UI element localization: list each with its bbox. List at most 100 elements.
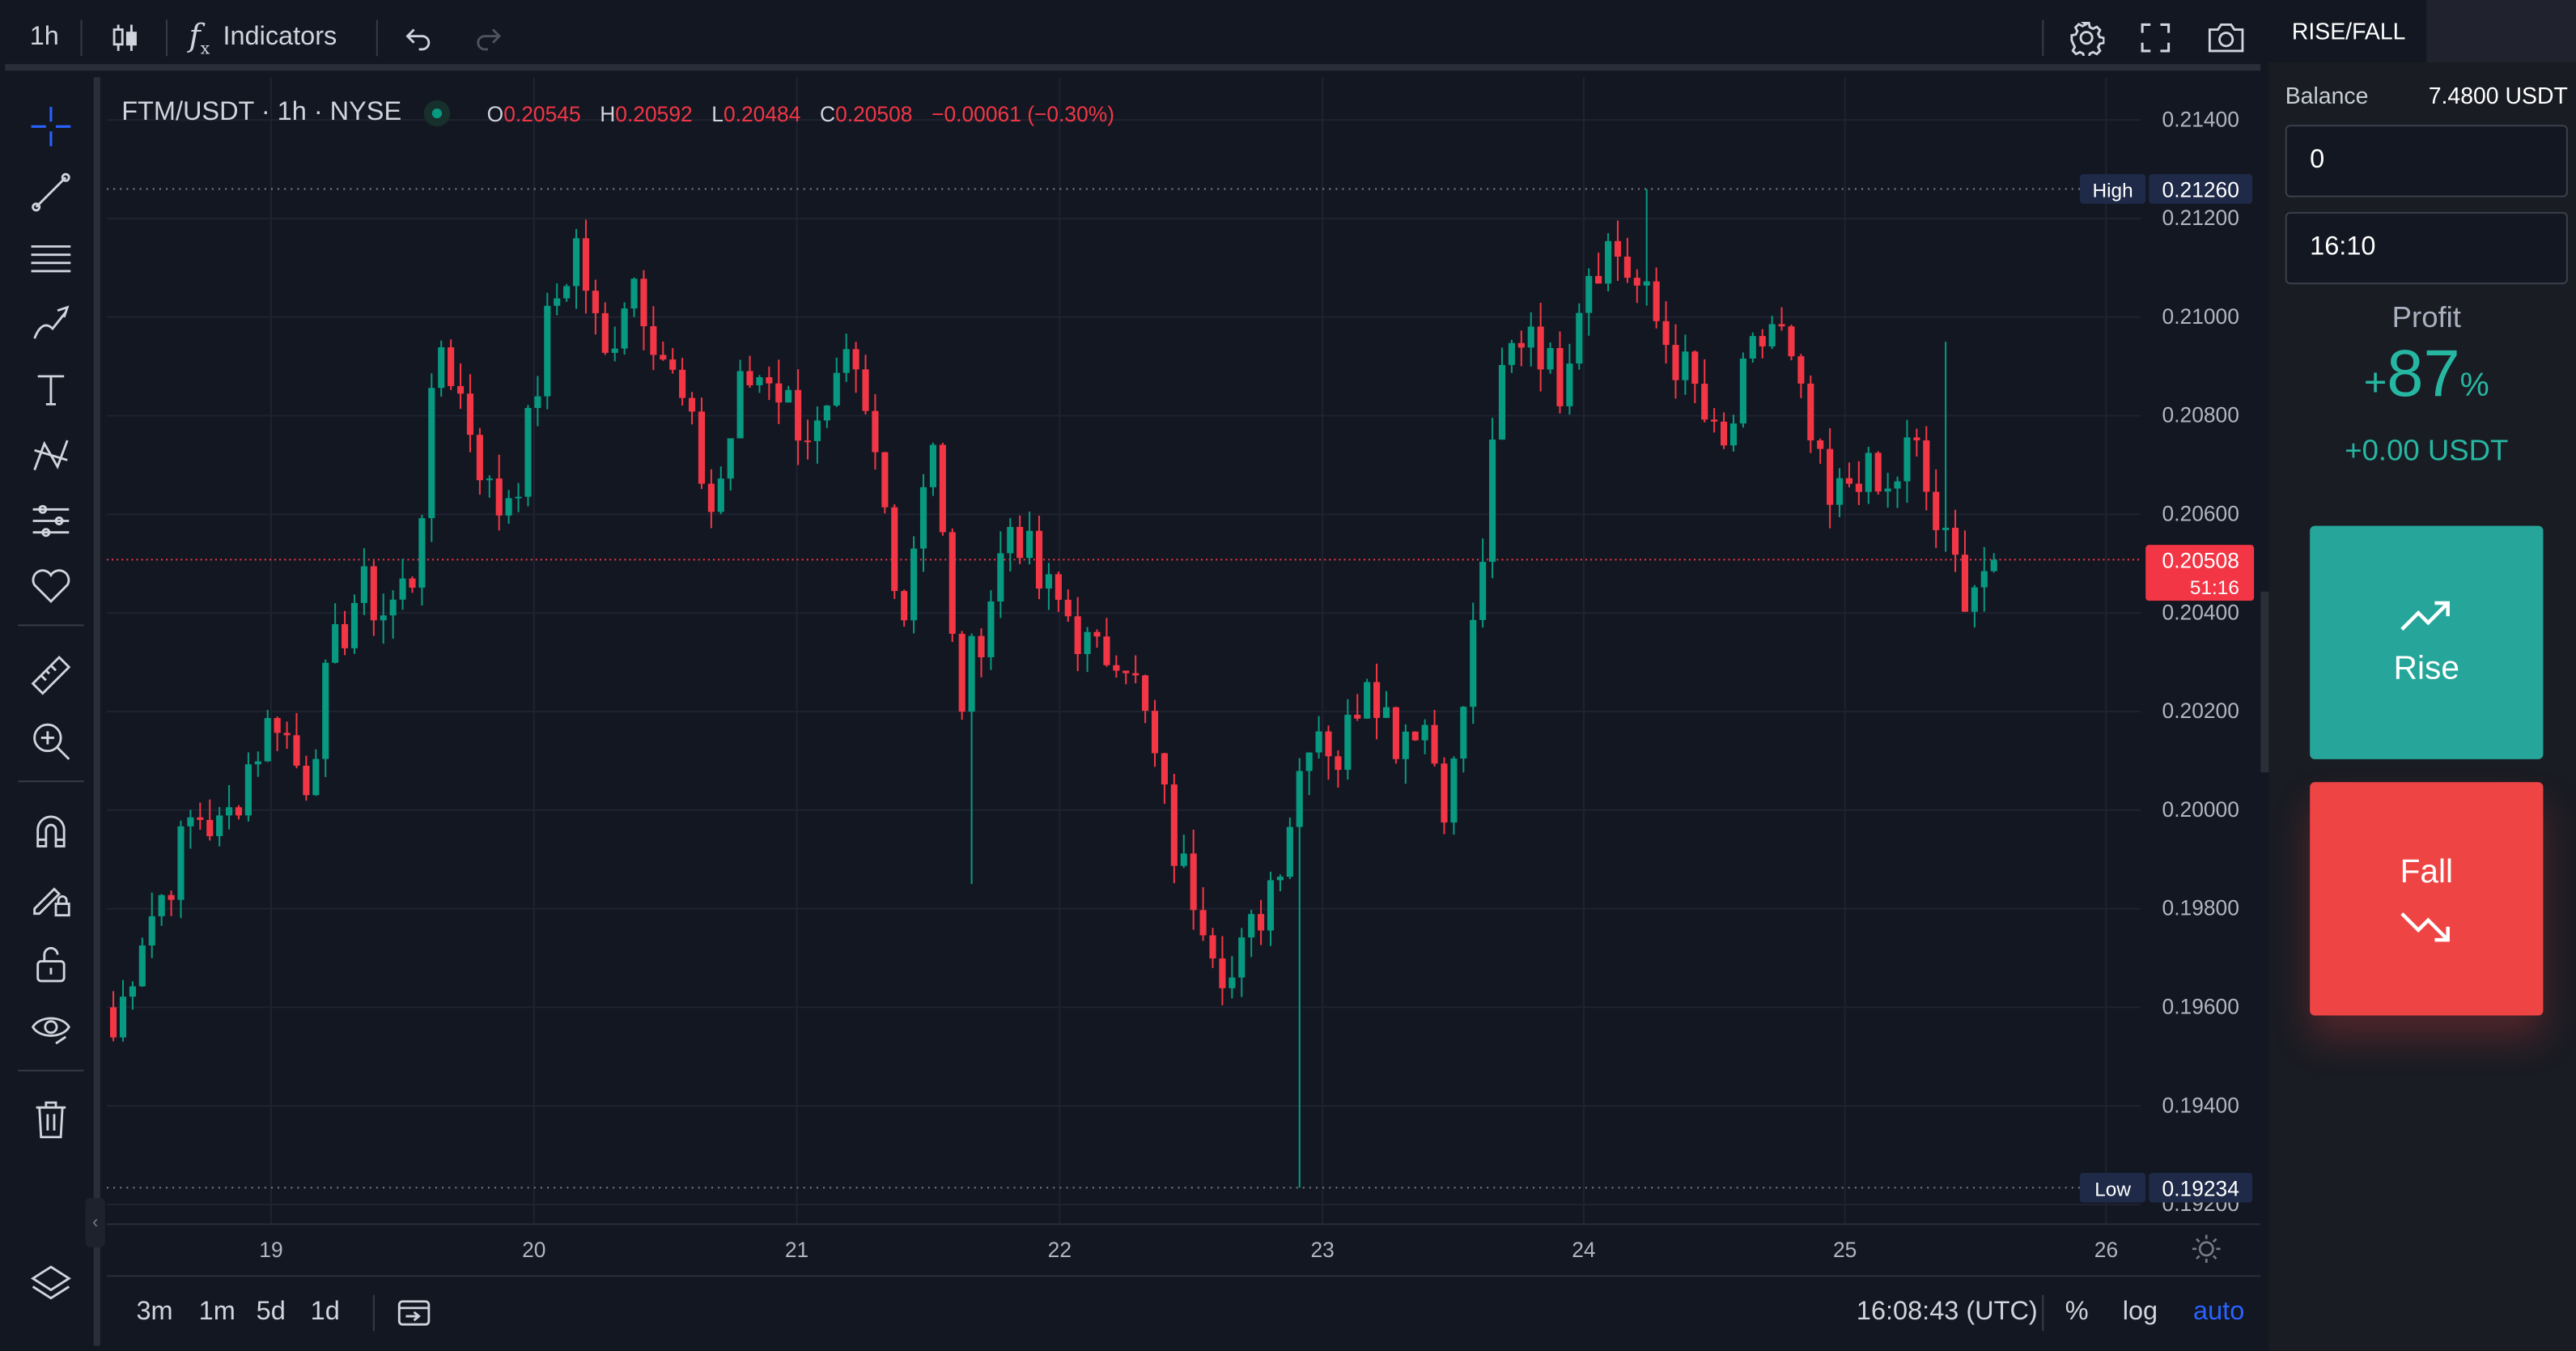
- lock-drawing-icon[interactable]: [26, 873, 75, 922]
- candle-body: [660, 355, 667, 360]
- tab-rise-fall[interactable]: RISE/FALL: [2268, 0, 2427, 63]
- candle-body: [1623, 257, 1631, 278]
- log-toggle[interactable]: log: [2123, 1277, 2158, 1345]
- trend-line-icon[interactable]: [26, 168, 75, 217]
- heart-icon[interactable]: [26, 562, 75, 611]
- rise-button[interactable]: Rise: [2310, 525, 2544, 759]
- undo-icon[interactable]: [399, 5, 439, 70]
- candle-body: [1180, 853, 1187, 866]
- panel-resize-handle[interactable]: [2260, 591, 2269, 773]
- brush-icon[interactable]: [26, 299, 75, 348]
- horizontal-lines-icon[interactable]: [26, 233, 75, 283]
- candle-body: [785, 389, 792, 403]
- candles-icon[interactable]: [104, 5, 146, 70]
- candle-body: [1556, 347, 1564, 406]
- text-icon[interactable]: [26, 365, 75, 414]
- candle-body: [1817, 440, 1824, 449]
- interval-button[interactable]: 1h: [21, 5, 67, 70]
- profit-number: 87: [2387, 338, 2460, 411]
- candle-body: [341, 624, 349, 648]
- clock-label[interactable]: 16:08:43 (UTC): [1857, 1277, 2038, 1345]
- magnet-icon[interactable]: [26, 807, 75, 856]
- expiry-time-input[interactable]: 16:10: [2285, 211, 2568, 285]
- candle-body: [756, 377, 763, 385]
- candle-body: [852, 349, 859, 370]
- candle-body: [1903, 437, 1911, 482]
- unlock-icon[interactable]: [26, 938, 75, 988]
- candle-body: [476, 435, 483, 481]
- fullscreen-icon[interactable]: [2134, 5, 2177, 70]
- forecast-icon[interactable]: [26, 496, 75, 546]
- candle-body: [1402, 731, 1409, 759]
- indicators-label: Indicators: [223, 23, 337, 51]
- candle-body: [1566, 363, 1573, 406]
- price-tick-label: 0.19400: [2162, 1093, 2239, 1117]
- candle-body: [1026, 530, 1033, 559]
- indicators-button[interactable]: fx Indicators: [189, 5, 359, 70]
- amount-input[interactable]: 0: [2285, 125, 2568, 198]
- candle-body: [495, 478, 503, 516]
- percent-toggle[interactable]: %: [2065, 1277, 2089, 1345]
- camera-icon[interactable]: [2203, 5, 2249, 70]
- candle-body: [1729, 423, 1738, 446]
- auto-scale-toggle[interactable]: auto: [2193, 1277, 2244, 1345]
- candle-body: [1865, 452, 1872, 492]
- candle-body: [1508, 342, 1515, 365]
- market-status-dot: [427, 103, 448, 124]
- zoom-in-icon[interactable]: [26, 716, 75, 766]
- fall-button[interactable]: Fall: [2310, 782, 2544, 1016]
- candle-body: [1315, 731, 1322, 753]
- profit-usdt: +0.00 USDT: [2345, 433, 2509, 467]
- layers-icon[interactable]: [26, 1259, 75, 1308]
- candle-body: [872, 410, 879, 452]
- interval-label: 1h: [29, 23, 59, 51]
- price-chart[interactable]: 0.21400 0.21200 0.21000 0.20800 0.20600 0.204…: [106, 77, 2261, 1275]
- candle-body: [360, 566, 367, 603]
- candle-body: [187, 817, 194, 826]
- candle-body: [698, 411, 706, 484]
- pattern-icon[interactable]: [26, 431, 75, 480]
- candle-body: [1470, 619, 1477, 707]
- candle-body: [1344, 715, 1352, 771]
- low-value: 0.19234: [2162, 1176, 2239, 1200]
- symbol-title[interactable]: FTM/USDT · 1h · NYSE: [121, 98, 402, 127]
- range-5d-button[interactable]: 5d: [257, 1277, 286, 1345]
- redo-icon[interactable]: [469, 5, 508, 70]
- candle-body: [1421, 724, 1428, 741]
- candle-body: [1016, 526, 1024, 559]
- settings-icon[interactable]: [2065, 5, 2108, 70]
- toolbar-divider: [18, 1069, 84, 1072]
- range-1m-button[interactable]: 1m: [199, 1277, 236, 1345]
- open-value: 0.20545: [503, 100, 581, 126]
- time-tick-label: 26: [2094, 1238, 2118, 1262]
- date-range-icon[interactable]: [396, 1277, 432, 1345]
- profit-sign: +: [2363, 361, 2387, 406]
- candle-body: [1827, 448, 1834, 505]
- range-1d-button[interactable]: 1d: [311, 1277, 340, 1345]
- ruler-icon[interactable]: [26, 651, 75, 700]
- crosshair-icon[interactable]: [26, 102, 75, 151]
- fall-label: Fall: [2400, 853, 2454, 890]
- candle-body: [524, 407, 532, 497]
- visibility-icon[interactable]: [26, 1004, 75, 1053]
- candle-body: [1807, 383, 1814, 441]
- high-value-bg: [2149, 174, 2253, 204]
- toolbar-divider: [166, 19, 168, 57]
- price-tick-label: 0.20200: [2162, 699, 2239, 723]
- function-icon: fx: [189, 17, 210, 58]
- range-label: 3m: [136, 1297, 173, 1326]
- range-3m-button[interactable]: 3m: [136, 1277, 172, 1345]
- candle-body: [621, 308, 628, 349]
- candle-body: [1835, 478, 1844, 505]
- collapse-toolbar-icon[interactable]: ‹: [85, 1197, 105, 1247]
- last-price-tag: [2145, 545, 2255, 601]
- candle-body: [1739, 358, 1746, 424]
- percent-label: %: [2065, 1297, 2089, 1326]
- balance-label: Balance: [2285, 82, 2369, 108]
- trash-icon[interactable]: [26, 1094, 75, 1144]
- candle-body: [1286, 826, 1293, 877]
- candle-body: [1759, 336, 1766, 346]
- balance-row: Balance 7.4800 USDT: [2285, 75, 2568, 115]
- candle-body: [138, 945, 146, 987]
